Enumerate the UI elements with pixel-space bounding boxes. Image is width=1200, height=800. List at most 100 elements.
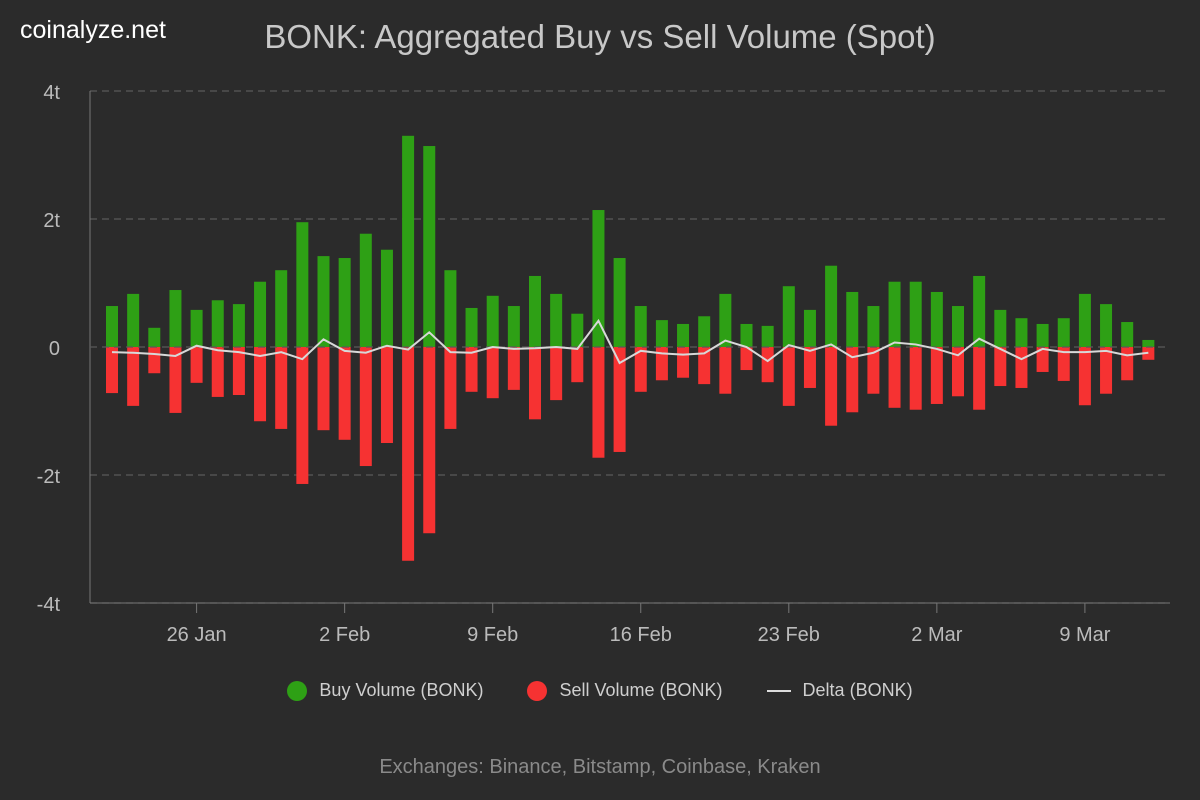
sell-bar — [380, 347, 393, 443]
buy-bar — [254, 281, 267, 347]
sell-bar — [825, 347, 838, 426]
sell-bar — [127, 347, 140, 406]
buy-bar — [740, 323, 753, 347]
legend-buy[interactable]: Buy Volume (BONK) — [287, 680, 483, 701]
buy-bar — [571, 313, 584, 347]
buy-bar — [211, 300, 224, 347]
legend: Buy Volume (BONK) Sell Volume (BONK) Del… — [0, 680, 1200, 701]
buy-bar — [909, 281, 922, 347]
sell-bar — [761, 347, 774, 383]
buy-bar — [867, 306, 880, 347]
buy-bar — [486, 295, 499, 347]
sell-bar — [677, 347, 690, 378]
buy-bar — [169, 290, 182, 347]
legend-delta[interactable]: Delta (BONK) — [766, 680, 913, 701]
x-tick-label: 2 Feb — [319, 624, 370, 646]
sell-bar — [169, 347, 182, 413]
sell-bar — [846, 347, 859, 413]
sell-bar — [803, 347, 816, 388]
sell-bar — [740, 347, 753, 371]
buy-bar — [846, 291, 859, 347]
legend-sell-label: Sell Volume (BONK) — [559, 680, 723, 700]
exchanges-footer: Exchanges: Binance, Bitstamp, Coinbase, … — [379, 756, 821, 778]
buy-bar — [106, 306, 118, 347]
x-tick-label: 9 Feb — [467, 624, 518, 646]
x-tick-label: 26 Jan — [167, 624, 227, 646]
legend-delta-label: Delta (BONK) — [802, 680, 913, 700]
sell-bar — [973, 347, 986, 410]
buy-bar — [761, 325, 774, 347]
buy-bar — [1142, 339, 1155, 347]
sell-bar — [930, 347, 943, 404]
buy-bar — [296, 222, 309, 347]
buy-bar — [698, 316, 711, 347]
buy-bar — [952, 306, 964, 347]
sell-bar — [211, 347, 224, 397]
sell-bar — [190, 347, 203, 383]
buy-bar — [825, 265, 838, 347]
buy-bar — [613, 258, 626, 347]
buy-bar — [655, 320, 668, 347]
buy-bar — [359, 233, 372, 347]
sell-bar — [867, 347, 880, 394]
buy-bar — [803, 309, 816, 347]
x-tick-label: 2 Mar — [911, 624, 962, 646]
buy-bar — [994, 309, 1007, 347]
x-tick-label: 9 Mar — [1059, 624, 1110, 646]
sell-bar — [423, 347, 436, 534]
buy-bar — [1121, 322, 1134, 347]
buy-bar — [317, 256, 330, 347]
sell-bar — [507, 347, 520, 390]
buy-bar — [402, 135, 415, 347]
sell-bar — [634, 347, 647, 392]
buy-bar — [550, 293, 563, 347]
buy-dot-icon — [287, 680, 308, 701]
sell-bar — [359, 347, 372, 467]
y-tick-label: 2t — [43, 210, 60, 232]
y-tick-label: 0 — [49, 338, 60, 360]
buy-bar — [380, 249, 393, 347]
sell-bar — [465, 347, 478, 392]
sell-bar — [952, 347, 964, 397]
buy-bar — [190, 309, 203, 347]
delta-line-icon — [766, 689, 791, 692]
buy-bar — [1078, 293, 1091, 347]
buy-bar — [275, 270, 288, 347]
buy-bar — [465, 307, 478, 347]
buy-bar — [148, 327, 161, 347]
x-tick-label: 23 Feb — [758, 624, 820, 646]
sell-bar — [592, 347, 605, 458]
sell-bar — [888, 347, 901, 408]
buy-bar — [888, 281, 901, 347]
sell-bar — [402, 347, 415, 561]
sell-bar — [1121, 347, 1134, 381]
buy-bar — [592, 210, 605, 347]
sell-bar — [550, 347, 563, 401]
buy-bar — [719, 293, 732, 347]
buy-bar — [127, 293, 140, 347]
y-tick-label: 4t — [43, 82, 60, 104]
buy-bar — [507, 306, 520, 347]
sell-bar — [275, 347, 288, 429]
y-tick-label: -4t — [37, 594, 61, 616]
brand-logo: coinalyze.net — [20, 16, 166, 44]
sell-dot-icon — [527, 680, 548, 701]
sell-bar — [782, 347, 795, 406]
sell-bar — [296, 347, 309, 484]
sell-bar — [1078, 347, 1091, 406]
sell-bar — [338, 347, 351, 440]
buy-bar — [1100, 304, 1113, 347]
sell-bar — [529, 347, 541, 420]
legend-sell[interactable]: Sell Volume (BONK) — [527, 680, 723, 701]
chart-title: BONK: Aggregated Buy vs Sell Volume (Spo… — [264, 18, 936, 55]
sell-bar — [148, 347, 161, 374]
sell-bar — [613, 347, 626, 452]
sell-bar — [1015, 347, 1028, 388]
sell-bar — [317, 347, 330, 431]
sell-bar — [232, 347, 245, 395]
sell-bar — [254, 347, 267, 422]
sell-bar — [444, 347, 457, 429]
sell-bar — [1057, 347, 1070, 381]
sell-bar — [994, 347, 1007, 387]
buy-bar — [634, 306, 647, 347]
